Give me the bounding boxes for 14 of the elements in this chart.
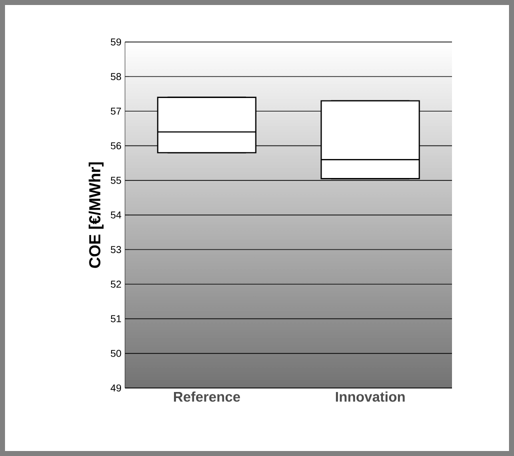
- y-tick-label: 51: [110, 315, 122, 322]
- y-tick-label: 57: [110, 108, 121, 115]
- y-tick-label: 52: [110, 280, 121, 288]
- y-tick-label: 54: [110, 212, 122, 218]
- y-tick-label: 49: [110, 384, 122, 392]
- y-tick-label: 56: [110, 142, 122, 150]
- y-axis-title: COE [€/MWhr]: [88, 162, 104, 268]
- y-tick-label: 53: [110, 246, 122, 254]
- y-tick-label: 58: [110, 73, 122, 80]
- y-tick-label: 59: [110, 38, 122, 46]
- x-tick-label: Reference: [174, 392, 240, 402]
- x-tick-label: Innovation: [336, 392, 405, 402]
- y-tick-label: 55: [110, 176, 122, 184]
- y-tick-label: 50: [110, 350, 122, 357]
